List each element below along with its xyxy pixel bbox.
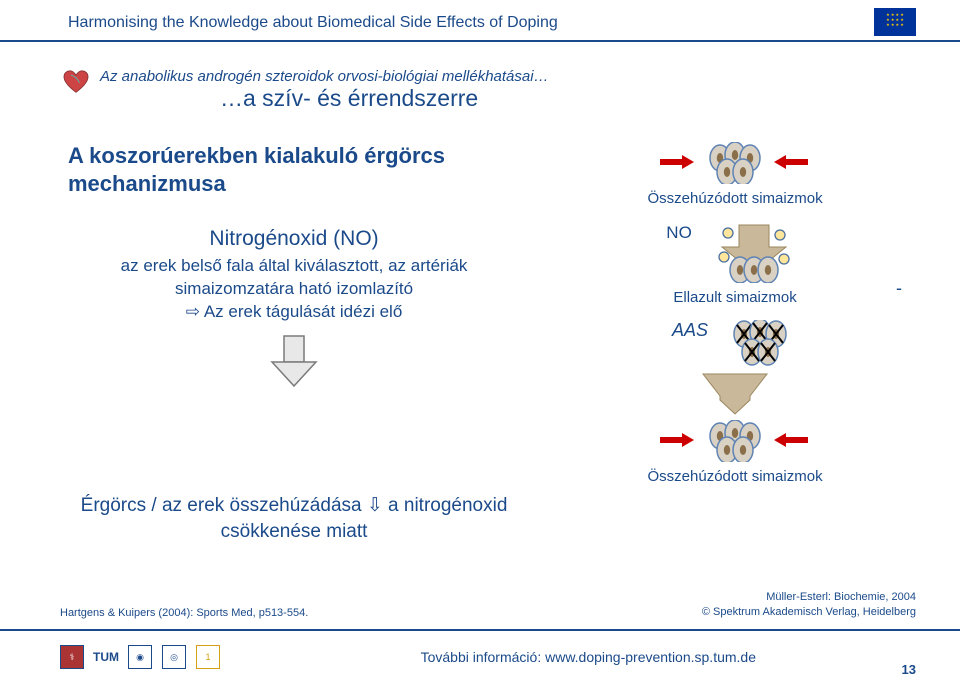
lower-section: Érgörcs / az erek összehúzádása ⇩ a nitr…	[0, 493, 960, 554]
no-body: az erek belső fala által kiválasztott, a…	[68, 255, 520, 324]
diagram-column: Összehúzódott simaizmok NO Ellazult sima…	[550, 142, 920, 485]
logo-icon: ◎	[162, 645, 186, 669]
main-content: A koszorúerekben kialakuló érgörcs mecha…	[0, 112, 960, 485]
constricted-label-2: Összehúzódott simaizmok	[648, 468, 823, 485]
left-column: A koszorúerekben kialakuló érgörcs mecha…	[68, 142, 520, 485]
minus-sign: -	[896, 278, 902, 299]
vasospasm-text: Érgörcs / az erek összehúzádása ⇩ a nitr…	[68, 493, 520, 544]
constricted-cells-row	[660, 142, 810, 184]
subtitle-line2: …a szív- és érrendszerre	[100, 85, 549, 112]
constricted-cells-row-2	[660, 420, 810, 462]
citation-right-1: Müller-Esterl: Biochemie, 2004	[702, 590, 916, 604]
red-arrow-left-icon	[774, 155, 810, 171]
no-block: Nitrogénoxid (NO) az erek belső fala ált…	[68, 225, 520, 324]
footer-logos: ⚕ TUM ◉ ◎ 1	[60, 645, 220, 669]
red-arrow-right-icon	[660, 433, 696, 449]
cell-cluster-icon	[704, 420, 766, 462]
page-number: 13	[902, 662, 916, 677]
no-title: Nitrogénoxid (NO)	[68, 225, 520, 253]
logo-icon: TUM	[94, 645, 118, 669]
citation-right: Müller-Esterl: Biochemie, 2004 © Spektru…	[702, 590, 916, 619]
footer-bar: ⚕ TUM ◉ ◎ 1 További információ: www.dopi…	[0, 629, 960, 683]
relaxed-label: Ellazult simaizmok	[673, 289, 796, 306]
aas-cells-icon	[722, 320, 798, 368]
logo-icon: ◉	[128, 645, 152, 669]
eu-flag-icon	[874, 8, 916, 36]
logo-icon: 1	[196, 645, 220, 669]
subtitle-row: Az anabolikus androgén szteroidok orvosi…	[0, 42, 960, 112]
constricted-label: Összehúzódott simaizmok	[648, 190, 823, 207]
narrowing-arrow-icon	[685, 372, 785, 416]
relaxing-cells-icon	[704, 223, 804, 283]
subtitle-text: Az anabolikus androgén szteroidok orvosi…	[100, 68, 549, 112]
down-arrow-icon	[264, 334, 324, 388]
cell-cluster-icon	[704, 142, 766, 184]
footer-link: További információ: www.doping-preventio…	[421, 649, 756, 665]
citation-right-2: © Spektrum Akademisch Verlag, Heidelberg	[702, 605, 916, 619]
citation-left: Hartgens & Kuipers (2004): Sports Med, p…	[60, 607, 308, 619]
no-label: NO	[666, 223, 692, 243]
subtitle-line1: Az anabolikus androgén szteroidok orvosi…	[100, 68, 549, 85]
red-arrow-right-icon	[660, 155, 696, 171]
red-arrow-left-icon	[774, 433, 810, 449]
mechanism-title: A koszorúerekben kialakuló érgörcs mecha…	[68, 142, 520, 197]
page-header: Harmonising the Knowledge about Biomedic…	[0, 0, 960, 42]
logo-icon: ⚕	[60, 645, 84, 669]
aas-label: AAS	[672, 320, 708, 341]
heart-icon	[62, 70, 90, 94]
header-title: Harmonising the Knowledge about Biomedic…	[68, 14, 920, 32]
